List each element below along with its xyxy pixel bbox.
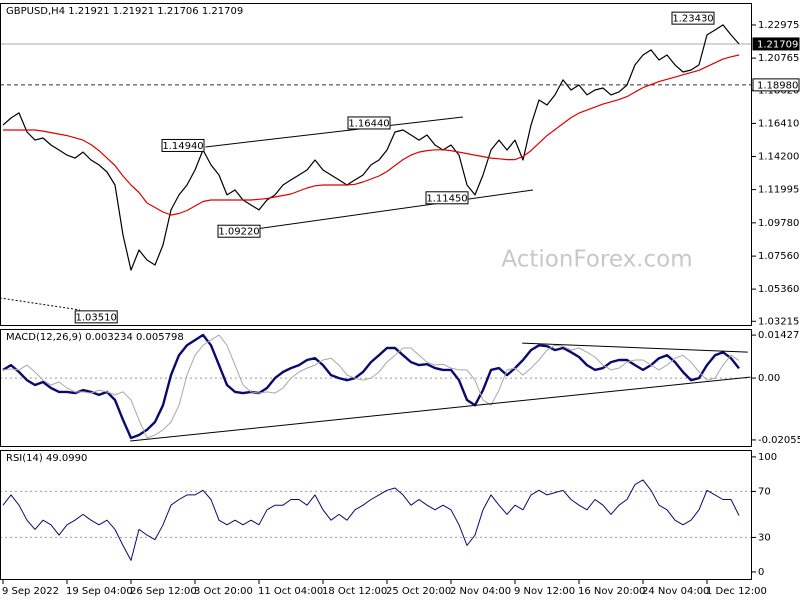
trendline	[0, 297, 80, 311]
series-line	[2, 24, 740, 271]
y-tick-label: 1.05360	[758, 284, 799, 295]
x-tick-label: 25 Oct 20:00	[386, 586, 451, 597]
series-line	[2, 479, 740, 561]
annotation-label: 1.03510	[76, 312, 117, 323]
x-tick-label: 9 Nov 12:00	[514, 586, 575, 597]
y-tick-label: 1.22975	[758, 20, 799, 31]
panel	[0, 333, 752, 442]
series-line	[2, 333, 740, 440]
x-tick-label: 3 Oct 20:00	[194, 586, 253, 597]
y-tick-label: 1.09780	[758, 218, 799, 229]
y-tick-label: 1.11995	[758, 185, 799, 196]
series-line	[3, 54, 740, 216]
x-tick-label: 2 Nov 04:00	[450, 586, 511, 597]
trendline	[205, 116, 464, 148]
x-tick-label: 1 Dec 12:00	[706, 586, 767, 597]
y-tick-label: 30	[758, 532, 771, 543]
annotation-box	[74, 310, 118, 324]
annotation-box	[161, 138, 205, 152]
annotation-box	[347, 116, 391, 130]
x-tick-label: 11 Oct 04:00	[258, 586, 323, 597]
price-label-box	[752, 37, 800, 51]
watermark: ActionForex.com	[501, 247, 692, 273]
annotation-label: 1.09220	[218, 227, 259, 238]
panel-title: MACD(12,26,9) 0.003234 0.005798	[6, 332, 184, 343]
annotation-box	[217, 224, 261, 238]
trendline	[234, 189, 534, 233]
panel-frame	[0, 450, 752, 580]
annotation-box	[671, 11, 715, 25]
panel-title: RSI(14) 49.0990	[6, 453, 87, 464]
price-label: 1.18980	[757, 80, 798, 91]
panel	[0, 24, 752, 311]
y-tick-label: 1.16410	[758, 118, 799, 129]
x-tick-label: 18 Oct 12:00	[322, 586, 387, 597]
y-tick-label: 70	[758, 486, 771, 497]
trendline	[522, 342, 748, 353]
panel	[0, 479, 752, 561]
annotation-label: 1.16440	[348, 118, 389, 129]
x-tick-label: 24 Nov 04:00	[642, 586, 709, 597]
annotation-label: 1.23430	[672, 14, 713, 25]
price-label-box	[752, 78, 800, 92]
series-line	[2, 334, 740, 439]
y-tick-label: 100	[758, 452, 777, 463]
annotation-box	[425, 191, 469, 205]
price-label: 1.21709	[757, 39, 798, 50]
y-tick-label: 0.00	[758, 373, 780, 384]
annotation-label: 1.11450	[426, 193, 467, 204]
panel-frame	[0, 329, 752, 447]
y-tick-label: 1.20765	[758, 53, 799, 64]
y-tick-label: -0.020556	[758, 435, 800, 446]
panel-title: GBPUSD,H4 1.21921 1.21921 1.21706 1.2170…	[6, 6, 243, 17]
trendline	[130, 376, 751, 442]
y-tick-label: 0	[758, 567, 764, 578]
x-tick-label: 19 Sep 04:00	[66, 586, 133, 597]
y-tick-label: 1.03215	[758, 316, 799, 327]
x-tick-label: 16 Nov 20:00	[578, 586, 645, 597]
panel-frame	[0, 3, 752, 326]
y-tick-label: 1.07560	[758, 251, 799, 262]
y-tick-label: 1.14200	[758, 152, 799, 163]
annotation-label: 1.14940	[162, 141, 203, 152]
y-tick-label: 0.014278	[758, 330, 800, 341]
x-tick-label: 9 Sep 2022	[2, 586, 59, 597]
x-tick-label: 26 Sep 12:00	[130, 586, 197, 597]
